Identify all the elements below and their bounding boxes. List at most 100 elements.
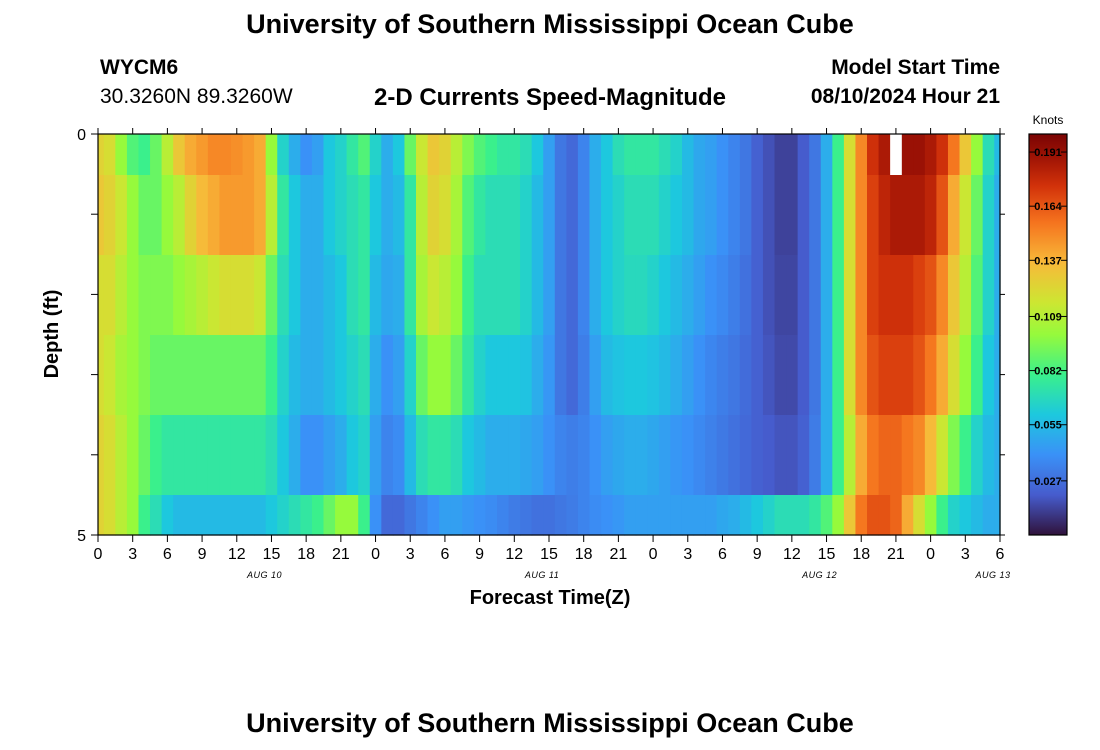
heatmap-cell (589, 255, 602, 336)
heatmap-cell (103, 255, 116, 336)
heatmap-cell (554, 134, 567, 176)
x-tick-label: 3 (128, 546, 137, 563)
colorbar-scale (1028, 133, 1068, 536)
heatmap-cell (612, 134, 625, 176)
heatmap-cell (196, 415, 209, 496)
colorbar-unit-label: Knots (1033, 113, 1064, 127)
heatmap-cell (913, 134, 926, 176)
heatmap-cell (554, 495, 567, 536)
heatmap-cell (809, 335, 822, 416)
station-id: WYCM6 (100, 56, 179, 79)
heatmap-cell (300, 415, 313, 496)
heatmap-cell (890, 335, 903, 416)
heatmap-cell (242, 495, 255, 536)
heatmap-cell (971, 495, 984, 536)
heatmap-cell (207, 255, 221, 336)
heatmap-cell (947, 335, 961, 416)
heatmap-cell (658, 495, 672, 536)
heatmap-cell (346, 335, 359, 416)
heatmap-cell (936, 255, 949, 336)
heatmap-cell (739, 175, 752, 256)
heatmap-cell (566, 335, 579, 416)
heatmap-cell (647, 175, 660, 256)
heatmap-cell (173, 415, 186, 496)
colorbar-tick-label: 0.137 (1034, 255, 1062, 267)
heatmap-cell (98, 175, 105, 256)
heatmap-cell (913, 175, 926, 256)
heatmap-cell (254, 255, 267, 336)
heatmap-cell (254, 495, 267, 536)
heatmap-cell (381, 255, 394, 336)
heatmap-cell (647, 134, 660, 176)
heatmap-cell (577, 495, 591, 536)
heatmap-cell (924, 175, 937, 256)
heatmap-cell (161, 495, 174, 536)
heatmap-cell (820, 415, 833, 496)
heatmap-cell (196, 255, 209, 336)
heatmap-cell (184, 335, 197, 416)
heatmap-cell (404, 175, 417, 256)
heatmap-cell (612, 255, 625, 336)
heatmap-cell (982, 495, 995, 536)
x-tick-label: 6 (996, 546, 1005, 563)
heatmap-cell (890, 255, 903, 336)
heatmap-cell (346, 495, 359, 536)
heatmap-cell (520, 415, 533, 496)
heatmap-cell (577, 175, 591, 256)
heatmap-cell (947, 175, 961, 256)
heatmap-cell (219, 495, 232, 536)
heatmap-cell (115, 415, 128, 496)
heatmap-cell (705, 255, 718, 336)
heatmap-cell (913, 255, 926, 336)
x-axis-label: Forecast Time(Z) (470, 587, 631, 609)
heatmap-cell (601, 495, 614, 536)
heatmap-cell (173, 255, 186, 336)
heatmap-cell (762, 255, 776, 336)
heatmap-cell (126, 495, 140, 536)
x-tick-label: 0 (649, 546, 658, 563)
x-tick-label: 21 (332, 546, 350, 563)
heatmap-cell (323, 134, 336, 176)
heatmap-cell (543, 415, 556, 496)
heatmap-cell (577, 255, 591, 336)
heatmap-cell (173, 335, 186, 416)
heatmap-cell (335, 175, 348, 256)
heatmap-cell (288, 175, 301, 256)
model-start-value: 08/10/2024 Hour 21 (810, 85, 1000, 108)
heatmap-cell (647, 335, 660, 416)
heatmap-cell (809, 134, 822, 176)
heatmap-cell (358, 335, 371, 416)
y-tick-label: 0 (77, 127, 86, 144)
heatmap-cell (427, 335, 440, 416)
heatmap-cell (890, 415, 903, 496)
heatmap-cell (820, 255, 833, 336)
date-label: AUG 12 (801, 570, 837, 580)
heatmap-cell (98, 255, 105, 336)
heatmap-cell (115, 255, 128, 336)
colorbar-tick-label: 0.191 (1034, 147, 1062, 159)
heatmap-cell (462, 335, 475, 416)
heatmap-cell (230, 255, 244, 336)
heatmap-cell (184, 495, 197, 536)
heatmap-cell (843, 175, 857, 256)
heatmap-cell (543, 255, 556, 336)
heatmap-cell (670, 175, 683, 256)
heatmap-cell (300, 255, 313, 336)
heatmap-cell (335, 134, 348, 176)
x-tick-label: 12 (505, 546, 523, 563)
heatmap-cell (335, 415, 348, 496)
heatmap-cell (716, 415, 729, 496)
heatmap-cell (161, 134, 174, 176)
heatmap-cell (728, 175, 741, 256)
heatmap-cell (751, 255, 764, 336)
colorbar-tick-label: 0.027 (1034, 476, 1062, 488)
heatmap-cell (369, 255, 382, 336)
heatmap-cell (867, 335, 880, 416)
heatmap-cell (681, 255, 695, 336)
heatmap-cell (323, 495, 336, 536)
heatmap-cell (693, 495, 706, 536)
heatmap-cell (681, 335, 695, 416)
heatmap-cell (751, 495, 764, 536)
heatmap-cell (404, 415, 417, 496)
